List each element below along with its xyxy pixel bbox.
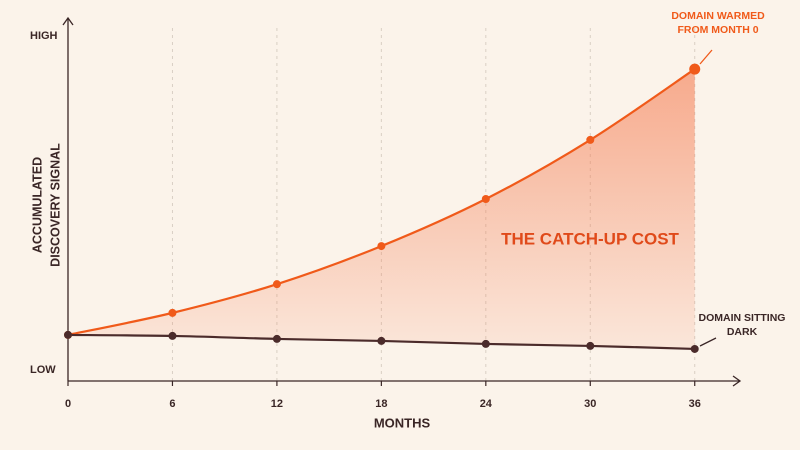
- x-tick-label: 30: [584, 398, 596, 410]
- annotation-connector: [699, 337, 717, 347]
- y-axis-arrow: [62, 16, 74, 26]
- y-axis-label: DISCOVERY SIGNAL: [48, 143, 62, 267]
- data-point: [168, 331, 177, 340]
- data-point: [64, 330, 72, 339]
- annotation-connector: [699, 49, 713, 65]
- data-point: [272, 280, 281, 289]
- annotation: FROM MONTH 0: [677, 24, 758, 36]
- x-tick-label: 6: [169, 398, 175, 410]
- area-layer: [68, 69, 695, 349]
- annotation: THE CATCH-UP COST: [501, 229, 679, 248]
- annotation: DOMAIN WARMED: [671, 10, 765, 22]
- y-axis-label: ACCUMULATED: [30, 157, 44, 253]
- annotation: DARK: [727, 326, 758, 338]
- x-tick-label: 18: [375, 398, 387, 410]
- annotation: DOMAIN SITTING: [699, 312, 786, 324]
- data-point: [689, 63, 701, 75]
- data-point: [481, 339, 490, 348]
- data-point: [690, 344, 699, 353]
- axes: [62, 16, 742, 387]
- catch-up-area: [68, 69, 695, 349]
- y-tick-label: LOW: [30, 364, 56, 376]
- data-point: [586, 135, 595, 144]
- x-axis-label: MONTHS: [374, 415, 431, 430]
- x-tick-label: 36: [689, 398, 701, 410]
- x-axis-arrow: [732, 375, 742, 387]
- data-point: [586, 341, 595, 350]
- data-point: [377, 336, 386, 345]
- data-point: [272, 334, 281, 343]
- y-tick-label: HIGH: [30, 30, 58, 42]
- x-tick-label: 24: [480, 398, 493, 410]
- data-point: [168, 308, 177, 317]
- x-tick-label: 12: [271, 398, 283, 410]
- data-point: [377, 242, 386, 251]
- points-layer: [64, 63, 701, 353]
- x-tick-label: 0: [65, 398, 71, 410]
- data-point: [481, 194, 490, 203]
